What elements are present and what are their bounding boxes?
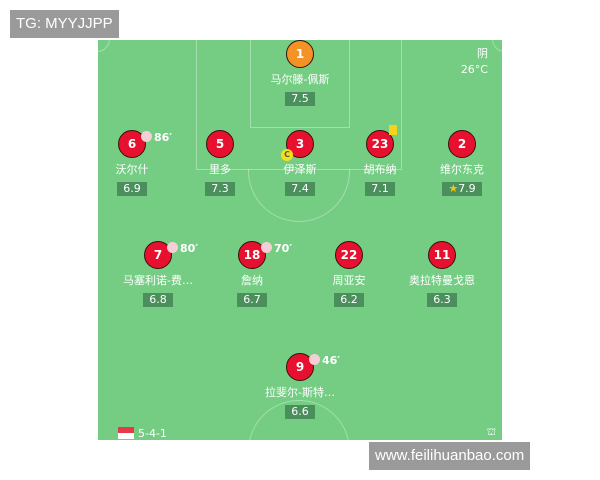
yellow-card-icon — [389, 125, 397, 135]
formation-label: 5-4-1 — [138, 427, 167, 440]
player-number: 5 — [206, 130, 234, 158]
player-rating: 6.7 — [237, 293, 267, 307]
player-name: 伊泽斯 — [283, 163, 317, 176]
sub-out-icon — [261, 242, 272, 253]
player-name: 沃尔什 — [115, 163, 149, 176]
player-7[interactable]: 7 80′ 马塞利诺-费… 6.8 — [113, 241, 203, 307]
substitution-indicator: 80′ — [167, 236, 198, 262]
player-9[interactable]: 9 46′ 拉斐尔-斯特… 6.6 — [255, 353, 345, 419]
player-5[interactable]: 5 里多 7.3 — [175, 130, 265, 196]
player-number: 9 46′ — [286, 353, 340, 381]
player-name: 奥拉特曼戈恩 — [409, 274, 475, 287]
player-name: 詹纳 — [241, 274, 263, 287]
player-name: 胡布纳 — [363, 163, 397, 176]
player-23[interactable]: 23 胡布纳 7.1 — [335, 125, 425, 196]
player-name: 马尔滕-佩斯 — [270, 73, 330, 86]
team-flag-icon — [118, 427, 134, 439]
weather: 阴 26°C — [461, 46, 488, 78]
substitution-indicator: 46′ — [309, 348, 340, 374]
player-rating: 6.3 — [427, 293, 457, 307]
player-rating: 6.2 — [334, 293, 364, 307]
player-number: 2 — [448, 130, 476, 158]
sub-out-icon — [309, 354, 320, 365]
player-name: 周亚安 — [332, 274, 366, 287]
sub-out-icon — [167, 242, 178, 253]
player-name: 里多 — [209, 163, 231, 176]
player-name: 维尔东克 — [440, 163, 484, 176]
corner-arc — [98, 40, 110, 52]
player-name: 拉斐尔-斯特… — [265, 386, 335, 399]
weather-temperature: 26°C — [460, 63, 488, 76]
player-2[interactable]: 2 维尔东克 ★7.9 — [417, 130, 502, 196]
corner-arc — [492, 40, 502, 52]
watermark-bottom: www.feilihuanbao.com — [369, 442, 531, 470]
stadium-icon: ⛫ — [486, 427, 496, 438]
star-icon: ★ — [448, 182, 459, 195]
player-rating: 7.5 — [285, 92, 315, 106]
player-rating: 7.1 — [365, 182, 395, 196]
weather-condition: 阴 — [477, 47, 488, 60]
formation: 5-4-1 — [118, 427, 167, 440]
player-number: 7 80′ — [144, 241, 198, 269]
watermark-top: TG: MYYJJPP — [10, 10, 119, 38]
substitution-indicator: 70′ — [261, 236, 292, 262]
player-number: 23 — [366, 125, 397, 158]
player-number: 1 — [286, 40, 314, 68]
captain-badge: C — [281, 149, 293, 161]
player-number: 6 86′ — [118, 130, 172, 158]
player-name: 马塞利诺-费… — [123, 274, 193, 287]
player-rating: 7.3 — [205, 182, 235, 196]
substitution-indicator: 86′ — [141, 125, 172, 151]
player-number: 11 — [428, 241, 456, 269]
player-rating: 6.8 — [143, 293, 173, 307]
player-1[interactable]: 1 马尔滕-佩斯 7.5 — [255, 40, 345, 106]
player-number: 18 70′ — [238, 241, 292, 269]
player-rating: ★7.9 — [442, 182, 482, 196]
player-22[interactable]: 22 周亚安 6.2 — [304, 241, 394, 307]
goal-area — [250, 40, 350, 128]
sub-out-icon — [141, 131, 152, 142]
player-11[interactable]: 11 奥拉特曼戈恩 6.3 — [397, 241, 487, 307]
player-rating: 7.4 — [285, 182, 315, 196]
player-6[interactable]: 6 86′ 沃尔什 6.9 — [98, 130, 177, 196]
player-rating: 6.9 — [117, 182, 147, 196]
player-number: 22 — [335, 241, 363, 269]
pitch: 阴 26°C 5-4-1 ⛫ 1 马尔滕-佩斯 7.5 6 86′ 沃尔什 6.9 5… — [98, 40, 502, 440]
player-18[interactable]: 18 70′ 詹纳 6.7 — [207, 241, 297, 307]
player-rating: 6.6 — [285, 405, 315, 419]
